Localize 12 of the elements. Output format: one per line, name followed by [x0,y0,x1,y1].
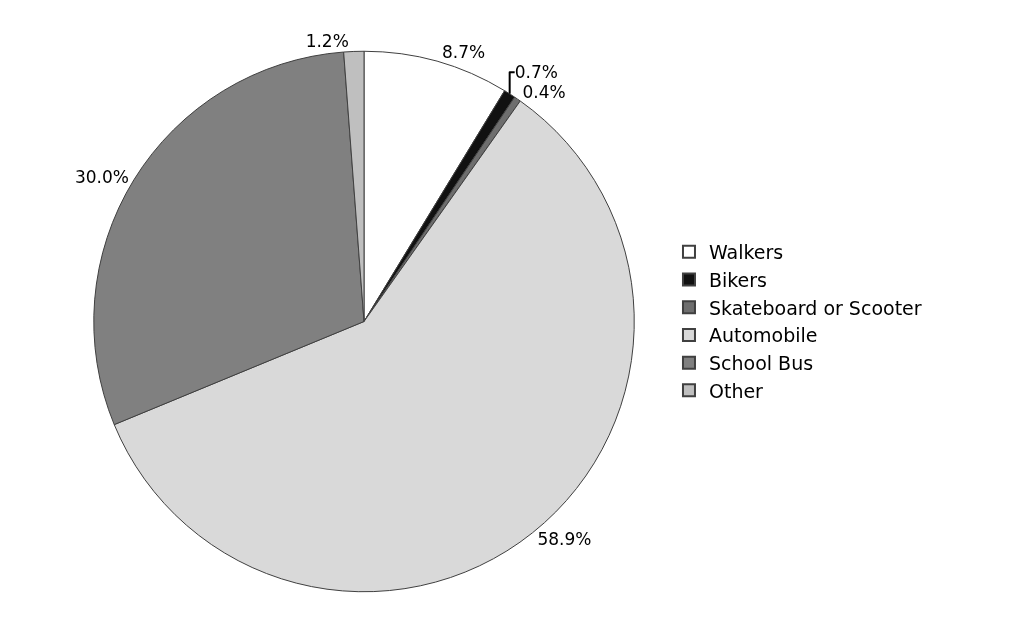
legend-label: Other [708,379,764,402]
legend-label: School Bus [708,352,814,375]
legend-label: Bikers [708,268,768,291]
data-label: 8.7% [442,42,486,63]
data-label: 30.0% [74,167,129,188]
data-label: 58.9% [537,528,592,549]
legend-label: Automobile [708,324,818,347]
legend-label: Skateboard or Scooter [708,296,922,319]
data-label: 1.2% [305,31,349,52]
data-label: 0.7% [514,62,558,83]
legend-label: Walkers [708,241,784,264]
data-label: 0.4% [522,82,566,103]
